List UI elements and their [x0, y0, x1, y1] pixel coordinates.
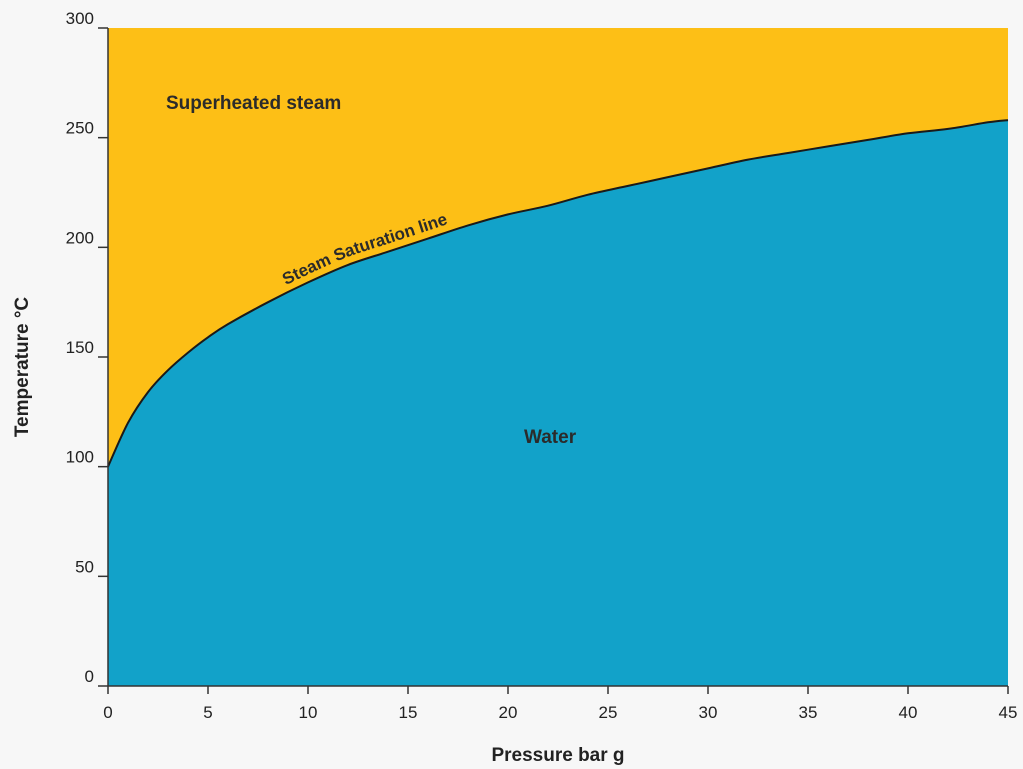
y-tick-label: 50: [75, 557, 94, 576]
x-tick-label: 20: [499, 703, 518, 722]
superheated-steam-label: Superheated steam: [166, 93, 341, 114]
x-tick-label: 25: [599, 703, 618, 722]
x-tick-label: 30: [699, 703, 718, 722]
y-axis-title: Temperature °C: [12, 297, 33, 438]
x-tick-label: 45: [999, 703, 1018, 722]
x-tick-label: 35: [799, 703, 818, 722]
x-tick-label: 15: [399, 703, 418, 722]
x-tick-label: 40: [899, 703, 918, 722]
x-axis-title: Pressure bar g: [491, 745, 624, 766]
x-ticks: 0 5 10 15 20 25 30 35 40 45: [103, 686, 1017, 722]
y-ticks: 0 50 100 150 200 250 300: [66, 9, 108, 687]
x-tick-label: 5: [203, 703, 212, 722]
y-tick-label: 0: [85, 667, 94, 686]
x-tick-label: 0: [103, 703, 112, 722]
y-tick-label: 250: [66, 119, 94, 138]
water-area: [108, 120, 1008, 687]
x-tick-label: 10: [299, 703, 318, 722]
saturation-line: [107, 119, 1009, 468]
y-tick-label: 150: [66, 338, 94, 357]
y-tick-label: 300: [66, 9, 94, 28]
y-tick-label: 100: [66, 448, 94, 467]
water-label: Water: [524, 427, 577, 448]
y-tick-label: 200: [66, 228, 94, 247]
